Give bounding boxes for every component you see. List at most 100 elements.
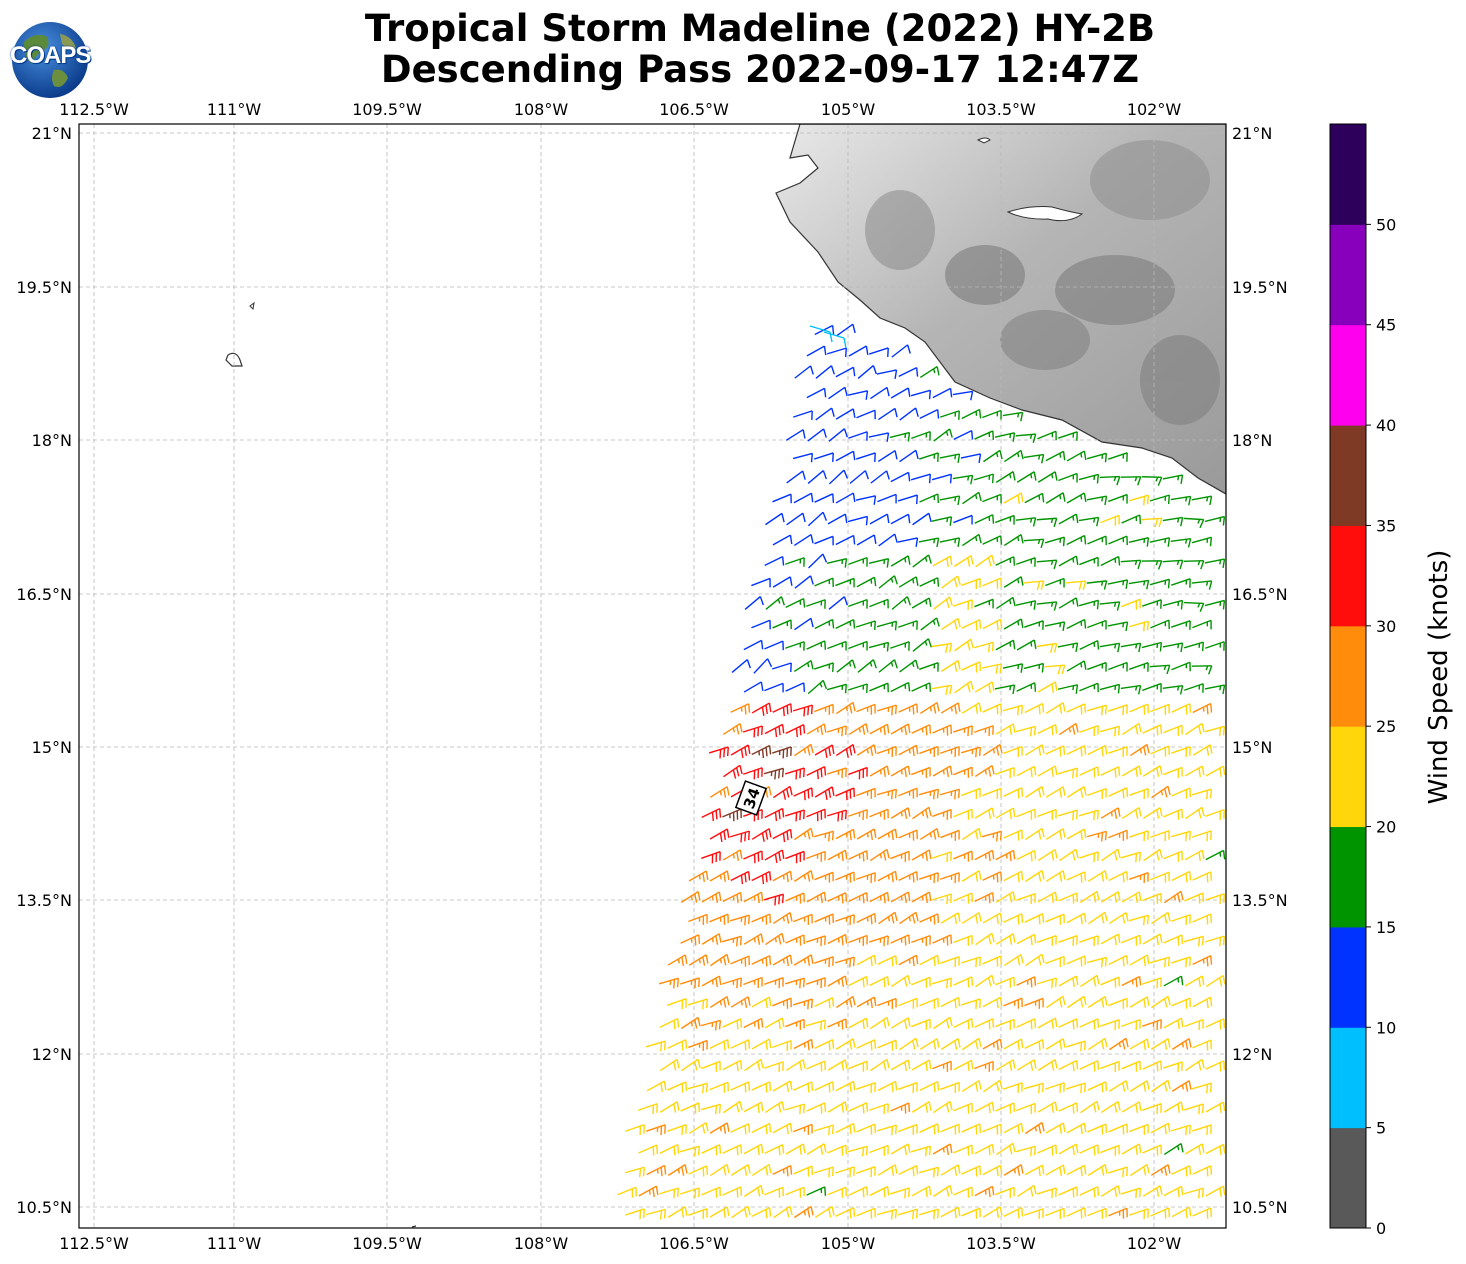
wind-barb	[1003, 576, 1024, 588]
wind-barb	[772, 703, 793, 717]
wind-barb	[983, 449, 1003, 463]
wind-barb	[806, 1143, 827, 1155]
wind-barb	[764, 1061, 784, 1073]
wind-barb	[995, 933, 1016, 945]
wind-barb	[1150, 1164, 1171, 1176]
wind-barb	[709, 870, 730, 883]
wind-barb	[836, 701, 856, 715]
wind-barb	[660, 1058, 680, 1072]
wind-barb	[742, 725, 763, 738]
wind-barb	[743, 1184, 764, 1198]
wind-barb	[1100, 555, 1121, 567]
wind-barb	[722, 808, 742, 822]
wind-barb	[982, 493, 1002, 504]
wind-barb	[1066, 703, 1087, 715]
wind-barb	[920, 617, 940, 631]
wind-barb	[952, 390, 974, 401]
wind-barb	[1078, 473, 1100, 484]
wind-barb	[1192, 871, 1213, 883]
wind-barb	[827, 892, 848, 904]
wind-barb	[1016, 849, 1037, 862]
wind-barb	[953, 850, 973, 862]
wind-barb	[848, 345, 869, 357]
wind-barb	[1108, 787, 1129, 799]
wind-barb	[772, 534, 793, 546]
wind-barb	[709, 1039, 730, 1051]
wind-barb	[1192, 913, 1213, 925]
wind-barb	[856, 1123, 876, 1135]
wind-barb	[848, 431, 868, 441]
map-title-line2: Descending Pass 2022-09-17 12:47Z	[380, 48, 1140, 91]
wind-barb	[856, 872, 876, 884]
wind-barb	[931, 642, 953, 654]
wind-barb	[786, 512, 806, 526]
wind-barb	[806, 640, 827, 650]
wind-barb	[731, 659, 751, 673]
wind-barb	[1044, 621, 1066, 631]
wind-barb	[932, 765, 953, 777]
wind-barb	[835, 534, 856, 546]
wind-barb	[1037, 1017, 1058, 1030]
wind-barb	[1058, 935, 1078, 947]
wind-barb	[974, 1185, 995, 1198]
wind-barb	[869, 765, 890, 777]
wind-barb	[835, 871, 855, 883]
wind-barb	[826, 347, 847, 358]
wind-barb	[952, 725, 973, 737]
wind-barb	[911, 766, 931, 778]
wind-barb	[1185, 1058, 1205, 1072]
wind-barb	[1087, 661, 1107, 672]
colorbar-tick-label: 5	[1376, 1119, 1386, 1138]
wind-barb	[722, 722, 743, 736]
wind-barb	[701, 1060, 721, 1072]
wind-barb	[1023, 453, 1045, 464]
wind-barb	[785, 429, 806, 441]
wind-barb	[919, 662, 939, 672]
wind-barb	[877, 997, 897, 1009]
wind-barb	[911, 597, 932, 609]
wind-barb	[960, 746, 981, 758]
wind-barb	[961, 870, 982, 882]
wind-barb	[794, 617, 814, 631]
wind-barb	[1205, 765, 1226, 778]
wind-barb	[919, 1123, 940, 1135]
wind-barb	[847, 515, 869, 526]
wind-barb	[1108, 746, 1128, 758]
wind-barb	[848, 766, 868, 780]
wind-barb	[1192, 1165, 1213, 1177]
wind-barb	[1108, 870, 1129, 883]
wind-barb	[870, 848, 890, 862]
wind-barb	[785, 892, 805, 904]
wind-barb	[1015, 1145, 1037, 1157]
wind-barb	[1088, 1037, 1108, 1051]
wind-barb	[772, 493, 792, 504]
wind-barb	[919, 745, 939, 757]
wind-barb	[1016, 471, 1037, 483]
wind-barb	[764, 640, 784, 651]
wind-barb	[891, 974, 911, 988]
wind-barb	[1151, 785, 1171, 799]
wind-barb	[898, 703, 919, 715]
wind-barb	[772, 870, 793, 883]
wind-barb	[813, 1124, 834, 1136]
wind-barb	[1141, 560, 1163, 570]
wind-barb	[1100, 1100, 1121, 1114]
wind-barb	[687, 1082, 709, 1094]
wind-barb	[1003, 1038, 1024, 1051]
wind-barb	[995, 556, 1016, 566]
wind-barb	[919, 1038, 940, 1050]
wind-barb	[919, 828, 940, 840]
wind-barb	[1037, 849, 1058, 861]
wind-barb	[764, 1186, 784, 1198]
wind-barb	[1185, 722, 1205, 736]
wind-barb	[995, 849, 1016, 862]
wind-barb	[1163, 1017, 1184, 1030]
wind-barb	[1037, 430, 1057, 441]
wind-barb	[877, 745, 897, 757]
wind-barb	[1142, 765, 1163, 777]
wind-barb	[1184, 1018, 1204, 1030]
wind-barb	[1204, 684, 1226, 695]
wind-barb	[940, 702, 961, 714]
wind-barb	[953, 1144, 973, 1156]
wind-barb	[847, 683, 868, 694]
